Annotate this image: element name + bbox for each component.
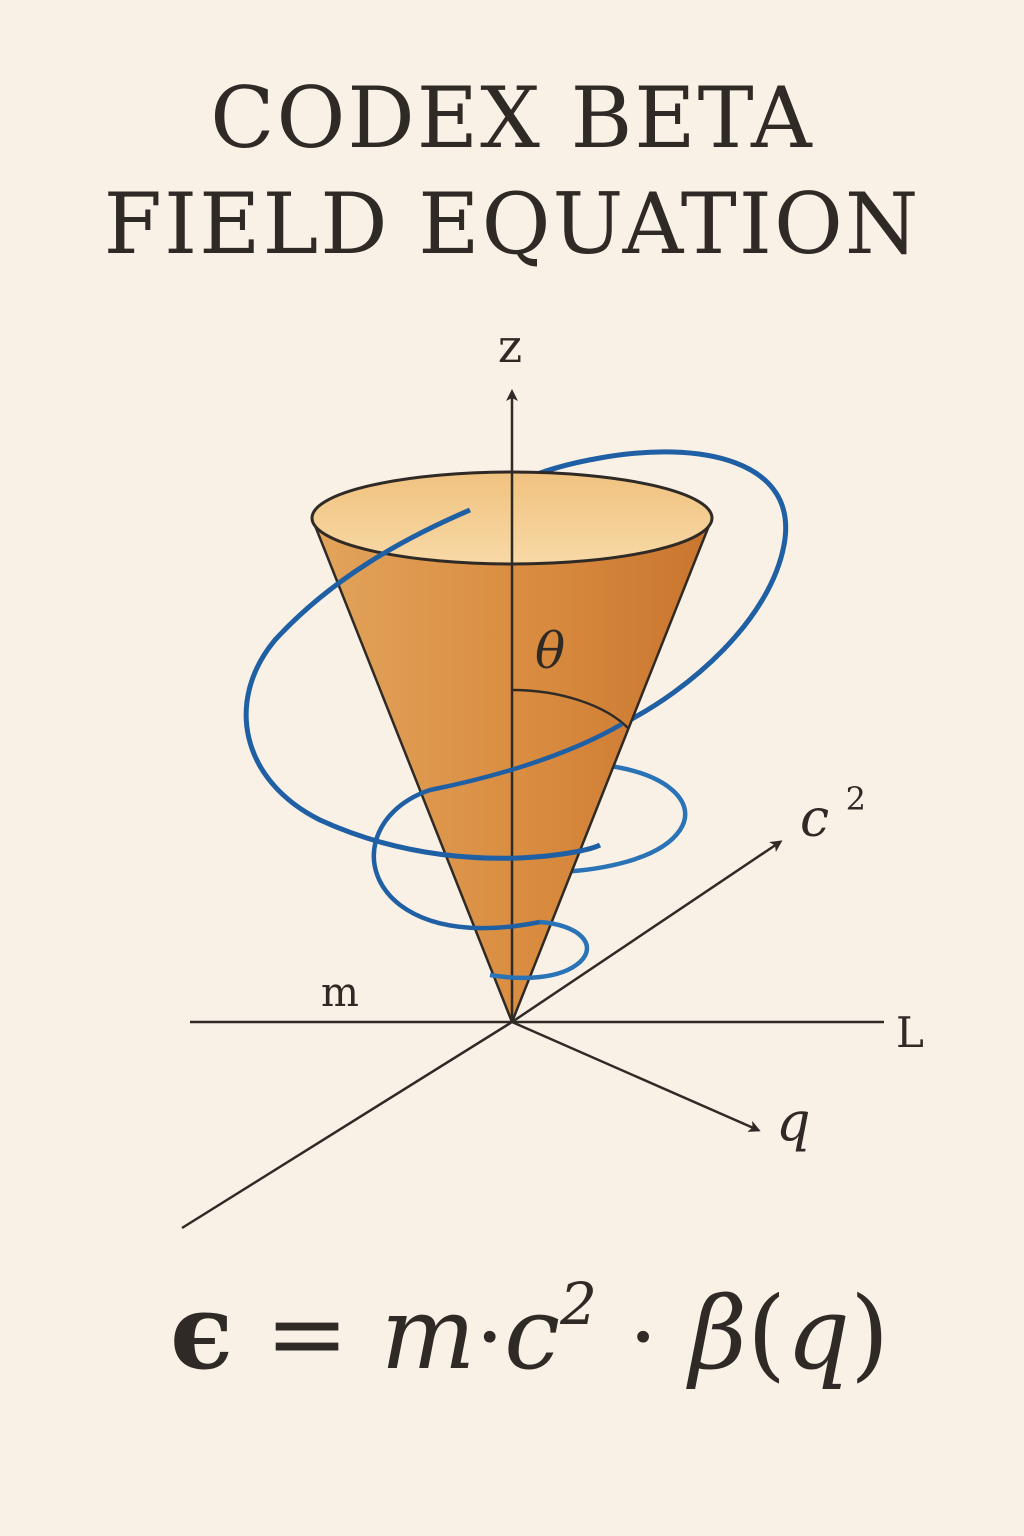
helix-front-lower [489,919,590,981]
formula-q: q [786,1275,851,1392]
c2-base: c [800,789,829,849]
helix-front-middle [371,722,624,931]
c2-exponent: 2 [846,780,866,818]
formula-epsilon: ϵ [170,1270,234,1393]
formula-dot-2: · [628,1285,658,1390]
theta-arc [511,688,629,729]
formula-close-paren: ) [850,1275,890,1392]
q-axis [511,1020,761,1132]
c2-axis-label: c 2 [800,780,866,849]
formula-spacer [597,1275,629,1392]
field-equation: ϵ = m·c2 · β(q) [170,1262,889,1402]
formula-open-paren: ( [747,1275,787,1392]
formula-dot-1: · [475,1285,505,1390]
c2-axis [511,840,783,1024]
formula-spacer [657,1275,689,1392]
theta-label: θ [535,622,565,680]
formula-spacer [349,1275,381,1392]
formula-m: m [380,1275,476,1392]
formula-c: c [504,1275,561,1392]
formula-exponent: 2 [560,1270,598,1338]
diagonal-axis [181,1020,513,1230]
l-axis-label: L [896,1008,924,1057]
formula-equals: = [265,1275,349,1392]
m-axis-label: m [321,970,359,1016]
title-line-2: FIELD EQUATION [103,175,921,273]
title-line-1: CODEX BETA [210,69,814,167]
z-axis-label: z [498,319,522,373]
q-axis-label: q [776,1090,811,1153]
formula-spacer [233,1275,265,1392]
helix-front-upper [243,507,602,861]
formula-beta: β [689,1275,748,1392]
